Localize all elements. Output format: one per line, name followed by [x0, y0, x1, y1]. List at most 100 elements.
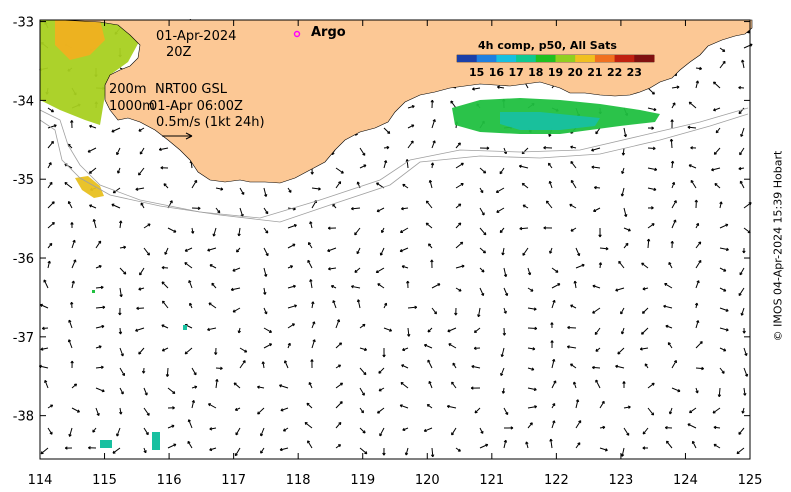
x-tick-label: 122 [544, 473, 569, 488]
current-arrow-head [425, 200, 429, 204]
current-arrow-head [53, 124, 57, 128]
current-arrow-head [214, 352, 218, 355]
current-arrow-head [92, 429, 96, 433]
current-arrow [262, 361, 265, 369]
current-arrow-head [188, 280, 192, 284]
x-tick-label: 123 [608, 473, 633, 488]
current-arrow-head [742, 330, 746, 334]
y-tick-label: -36 [13, 252, 34, 267]
x-tick-label: 114 [28, 473, 53, 488]
current-arrow-head [726, 247, 729, 252]
current-arrow-head [500, 373, 504, 377]
current-arrow [551, 420, 555, 429]
current-arrow-head [713, 108, 717, 112]
colorbar-segment [516, 55, 537, 62]
current-arrow [232, 307, 241, 313]
current-arrow [284, 360, 289, 369]
current-arrow-head [670, 160, 675, 164]
current-arrow [68, 201, 73, 209]
current-arrow [166, 367, 169, 377]
current-arrow-head [160, 166, 164, 170]
current-arrow-head [96, 413, 100, 416]
current-arrow-head [354, 232, 358, 236]
current-arrow [71, 240, 76, 249]
current-arrow [95, 366, 104, 369]
colorbar-label: 21 [587, 66, 602, 79]
current-arrow [567, 346, 577, 349]
current-arrow-head [671, 181, 676, 185]
x-tick-label: 119 [350, 473, 375, 488]
current-arrow [143, 387, 148, 396]
current-arrow [739, 147, 745, 156]
current-arrow [287, 323, 295, 329]
current-arrow-head [594, 185, 597, 190]
current-arrow-head [51, 221, 55, 226]
current-arrow [570, 227, 577, 232]
current-arrow [671, 200, 677, 209]
current-arrow-head [618, 260, 622, 264]
current-arrow-head [279, 447, 283, 452]
current-arrow-head [360, 410, 364, 414]
current-arrow [503, 440, 507, 449]
current-arrow-head [118, 312, 122, 316]
current-arrow [575, 264, 585, 269]
sst-patch [183, 325, 187, 330]
current-arrow [570, 180, 577, 189]
current-arrow-head [570, 363, 574, 367]
current-arrow-head [338, 421, 342, 425]
current-arrow-head [473, 346, 477, 351]
current-arrow [359, 347, 367, 351]
current-arrow-head [460, 183, 464, 186]
current-arrow-head [47, 260, 51, 264]
x-tick-label: 125 [738, 473, 763, 488]
current-arrow [89, 167, 97, 174]
colorbar-segment [594, 55, 616, 62]
current-arrow [335, 319, 340, 329]
current-arrow [569, 204, 577, 209]
current-arrow-head [173, 229, 177, 233]
current-arrow [695, 341, 703, 349]
current-arrow [424, 344, 433, 349]
current-arrow [47, 201, 55, 209]
current-arrow [380, 247, 385, 256]
current-arrow-head [401, 364, 405, 368]
current-arrow-head [220, 366, 223, 371]
current-arrow-head [738, 111, 742, 115]
current-arrow [743, 367, 748, 377]
current-arrow-head [376, 209, 380, 213]
current-arrow-head [602, 425, 606, 430]
current-arrow-head [399, 249, 403, 253]
current-arrow [447, 405, 457, 409]
current-arrow-head [739, 272, 743, 276]
current-arrow-head [483, 170, 487, 174]
current-arrow [455, 142, 461, 149]
colorbar-segment [496, 55, 517, 62]
current-arrow-head [669, 138, 674, 142]
current-arrow [642, 307, 649, 314]
current-arrow-head [534, 405, 538, 409]
current-arrow-head [194, 385, 198, 389]
current-arrow-head [39, 303, 43, 307]
current-arrow-head [549, 250, 553, 254]
current-arrow-head [241, 191, 245, 195]
current-arrow-head [139, 151, 143, 155]
current-arrow [479, 167, 486, 174]
current-arrow [428, 381, 433, 389]
current-arrow [592, 307, 601, 314]
current-arrow-head [592, 284, 596, 288]
current-arrow-head [625, 242, 629, 246]
current-arrow [263, 227, 269, 234]
imos-credit: © IMOS 04-Apr-2024 15:39 Hobart [771, 150, 785, 342]
current-arrow-head [668, 411, 673, 415]
current-arrow [233, 382, 241, 389]
current-arrow-head [141, 370, 146, 374]
colorbar-segment [476, 55, 497, 62]
current-arrow-head [595, 379, 599, 383]
current-arrow-head [269, 329, 272, 333]
current-arrow [450, 100, 457, 109]
current-arrow-head [402, 427, 406, 432]
current-arrow-head [446, 404, 450, 409]
current-arrow [287, 304, 297, 309]
current-arrow [39, 365, 49, 369]
current-arrow-head [209, 427, 213, 431]
